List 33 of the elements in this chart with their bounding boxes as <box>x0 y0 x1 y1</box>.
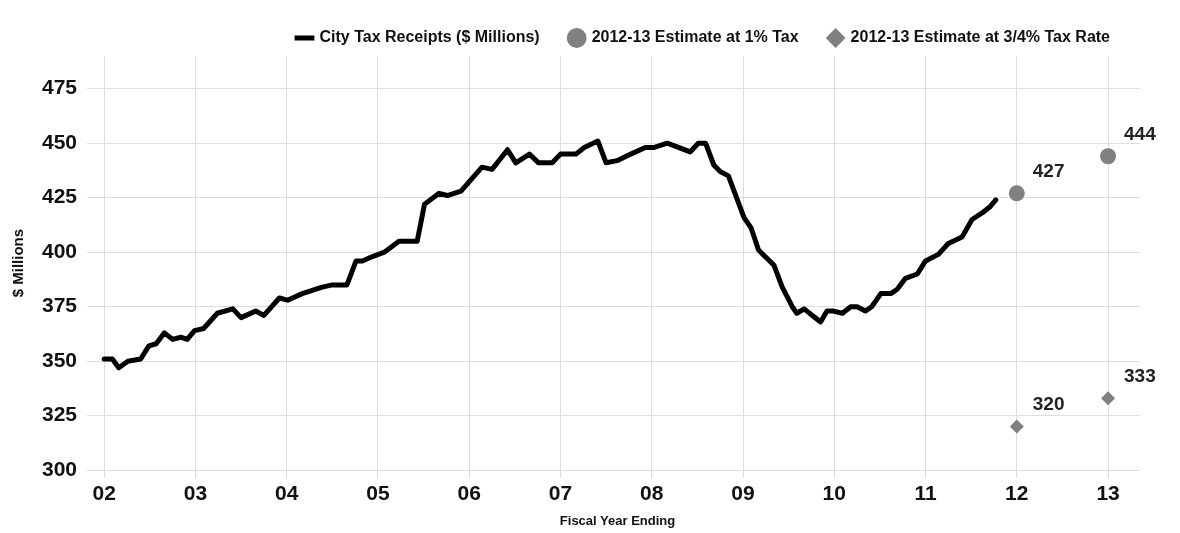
y-tick-label: 450 <box>41 130 78 153</box>
x-tick-label: 04 <box>275 480 299 504</box>
x-tick-label: 13 <box>1096 480 1120 504</box>
x-tick-label: 03 <box>183 480 208 504</box>
x-tick-label: 08 <box>640 480 664 504</box>
y-axis-title: $ Millions <box>9 228 27 298</box>
data-label: 444 <box>1124 123 1157 145</box>
x-tick-label: 11 <box>914 480 937 504</box>
x-axis-title: Fiscal Year Ending <box>559 512 676 528</box>
x-tick-label: 02 <box>92 480 116 504</box>
y-tick-label: 375 <box>41 293 78 317</box>
x-tick-label: 12 <box>1005 480 1029 504</box>
point <box>1009 419 1024 434</box>
y-tick-label: 350 <box>41 348 78 371</box>
point <box>1101 391 1116 406</box>
x-tick-label: 09 <box>731 480 755 504</box>
point <box>1100 148 1117 165</box>
legend-label: 2012-13 Estimate at 1% Tax <box>591 28 799 46</box>
y-tick-label: 400 <box>41 239 78 262</box>
data-label: 333 <box>1124 364 1156 386</box>
x-tick-label: 07 <box>548 480 573 504</box>
y-tick-label: 300 <box>41 457 78 480</box>
y-tick-label: 475 <box>41 75 78 99</box>
x-tick-label: 06 <box>457 480 481 504</box>
data-label: 320 <box>1032 393 1065 415</box>
legend-label: 2012-13 Estimate at 3/4% Tax Rate <box>850 28 1111 46</box>
legend-label: City Tax Receipts ($ Millions) <box>319 28 540 46</box>
x-tick-label: 10 <box>822 480 846 504</box>
y-tick-label: 425 <box>41 184 78 208</box>
x-tick-label: 05 <box>366 480 390 504</box>
y-tick-label: 325 <box>41 402 78 426</box>
point <box>1008 185 1025 202</box>
data-label: 427 <box>1032 160 1065 182</box>
